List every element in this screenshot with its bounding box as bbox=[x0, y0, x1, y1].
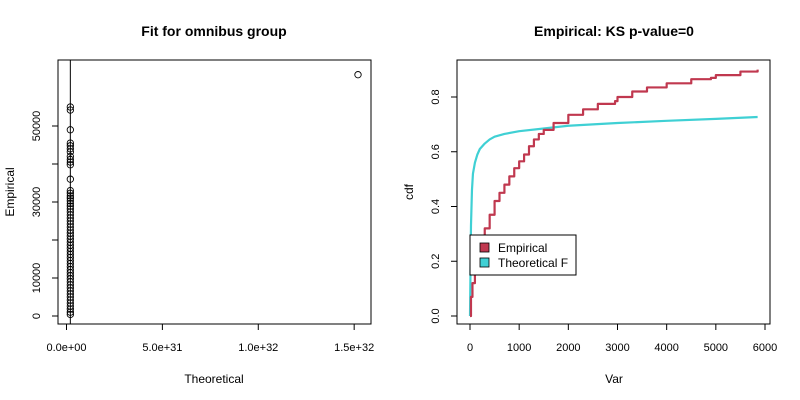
scatter-point-outlier bbox=[354, 71, 362, 79]
scatter-point bbox=[66, 106, 74, 114]
right-y-tick-label: 0.8 bbox=[430, 89, 442, 104]
scatter-point bbox=[66, 192, 74, 200]
theoretical-cdf-line bbox=[468, 115, 758, 317]
left-x-tick-label: 0.0e+00 bbox=[46, 342, 86, 354]
scatter-point bbox=[66, 175, 74, 183]
scatter-point bbox=[66, 148, 74, 156]
right-x-tick-label: 5000 bbox=[704, 342, 728, 354]
scatter-point bbox=[66, 202, 74, 210]
right-x-tick-label: 0 bbox=[467, 342, 473, 354]
legend-swatch-empirical bbox=[479, 242, 490, 253]
scatter-point bbox=[66, 145, 74, 153]
legend-box bbox=[469, 234, 577, 276]
right-y-tick-label: 0.6 bbox=[430, 144, 442, 159]
left-y-ticks: 0 10000 30000 50000 bbox=[31, 111, 58, 319]
scatter-point bbox=[66, 126, 74, 134]
right-plot-frame bbox=[456, 59, 771, 325]
scatter-point bbox=[66, 103, 74, 111]
right-y-axis-label: cdf bbox=[402, 183, 416, 200]
scatter-point bbox=[66, 310, 74, 319]
left-y-tick-label: 0 bbox=[31, 313, 43, 319]
scatter-point bbox=[66, 194, 74, 202]
scatter-point bbox=[66, 158, 74, 166]
scatter-point bbox=[66, 189, 74, 197]
legend-label-theoretical: Theoretical F bbox=[498, 256, 568, 270]
left-plot-title: Fit for omnibus group bbox=[141, 23, 286, 39]
legend-swatch-theoretical bbox=[479, 257, 490, 268]
left-x-axis-label: Theoretical bbox=[184, 372, 243, 386]
scatter-point bbox=[66, 139, 74, 147]
legend-label-empirical: Empirical bbox=[498, 241, 547, 255]
scatter-point bbox=[66, 308, 74, 316]
right-y-tick-label: 0.0 bbox=[430, 308, 442, 323]
scatter-point bbox=[66, 161, 74, 169]
right-y-ticks: 0.0 0.2 0.4 0.6 0.8 bbox=[430, 89, 457, 324]
scatter-point bbox=[66, 155, 74, 164]
right-x-tick-label: 3000 bbox=[605, 342, 629, 354]
right-y-tick-label: 0.2 bbox=[430, 254, 442, 269]
right-x-tick-label: 2000 bbox=[556, 342, 580, 354]
empirical-cdf-line bbox=[469, 69, 759, 318]
right-plot-panel: Empirical: KS p-value=0 Var cdf 0 1000 200… bbox=[402, 23, 777, 386]
right-x-axis-label: Var bbox=[605, 372, 623, 386]
scatter-point bbox=[66, 152, 74, 161]
scatter-point bbox=[66, 197, 74, 205]
scatter-point bbox=[66, 305, 74, 313]
left-plot-frame bbox=[57, 59, 372, 325]
left-x-tick-label: 5.0e+31 bbox=[142, 342, 182, 354]
left-y-axis-label: Empirical bbox=[3, 167, 17, 216]
left-plot-panel: Fit for omnibus group Theoretical Empiri… bbox=[3, 23, 374, 386]
left-y-tick-label: 50000 bbox=[31, 111, 43, 142]
scatter-point bbox=[66, 199, 74, 208]
right-x-tick-label: 4000 bbox=[654, 342, 678, 354]
scatter-point bbox=[66, 186, 74, 195]
right-x-tick-label: 6000 bbox=[753, 342, 777, 354]
left-x-tick-label: 1.0e+32 bbox=[238, 342, 278, 354]
right-cdf-lines bbox=[468, 69, 759, 318]
left-y-tick-label: 30000 bbox=[31, 187, 43, 218]
right-y-tick-label: 0.4 bbox=[430, 199, 442, 214]
right-x-tick-label: 1000 bbox=[507, 342, 531, 354]
right-plot-title: Empirical: KS p-value=0 bbox=[534, 23, 694, 39]
right-x-ticks: 0 1000 2000 3000 4000 5000 6000 bbox=[467, 324, 777, 354]
left-scatter-points bbox=[66, 60, 362, 324]
left-y-tick-label: 10000 bbox=[31, 263, 43, 294]
legend: Empirical Theoretical F bbox=[469, 234, 577, 276]
left-x-ticks: 0.0e+00 5.0e+31 1.0e+32 1.5e+32 bbox=[46, 324, 374, 354]
left-x-tick-label: 1.5e+32 bbox=[334, 342, 374, 354]
